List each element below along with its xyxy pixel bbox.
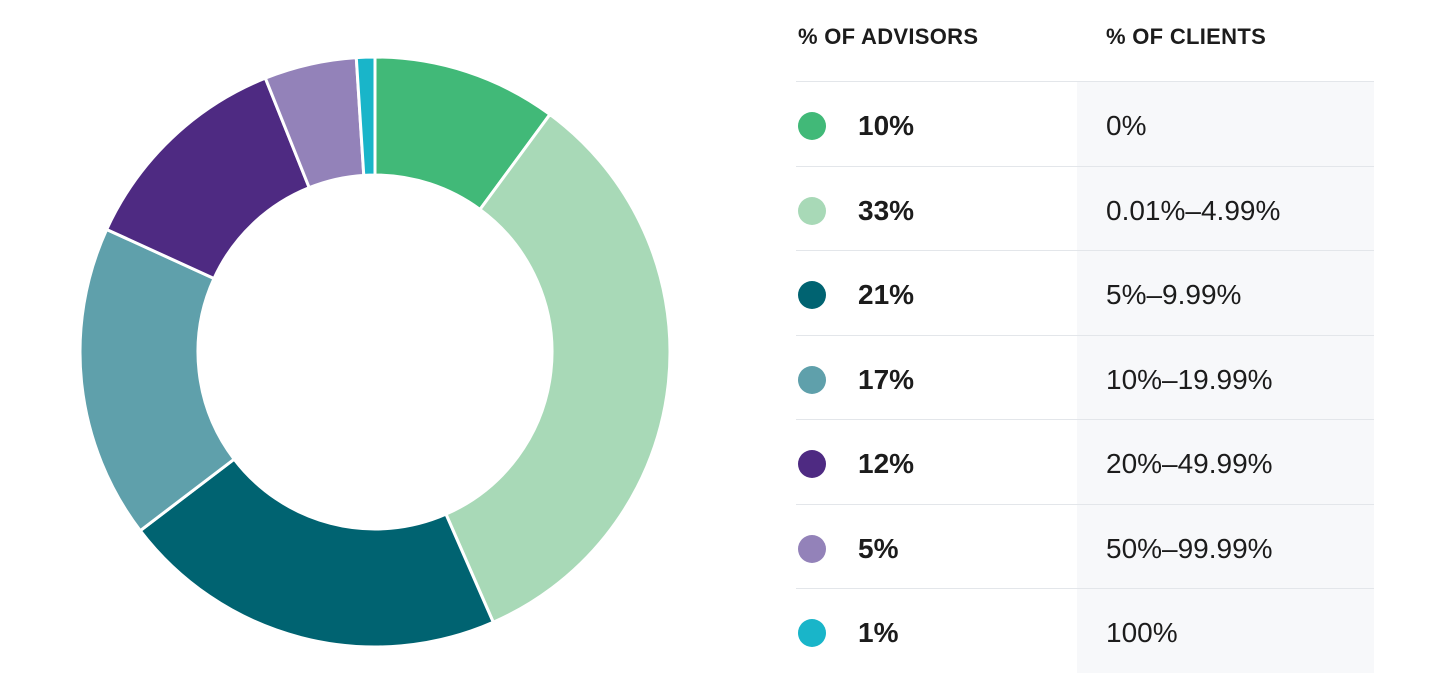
- legend-swatch: [798, 619, 826, 647]
- legend-swatch: [798, 196, 826, 225]
- clients-column-header: % OF CLIENTS: [1106, 24, 1267, 49]
- legend-row: 10% 0%: [796, 82, 1374, 167]
- advisors-percent: 5%: [858, 532, 899, 564]
- advisors-percent: 21%: [858, 279, 915, 310]
- advisors-column-header: % OF ADVISORS: [798, 24, 979, 49]
- legend-swatch: [798, 534, 826, 563]
- legend-row: 1% 100%: [796, 589, 1374, 674]
- advisors-percent: 10%: [858, 110, 915, 141]
- legend-row: 5% 50%–99.99%: [796, 505, 1374, 589]
- legend-swatch: [798, 365, 826, 394]
- clients-range: 100%: [1106, 617, 1178, 648]
- donut-slice: [444, 112, 672, 624]
- donut-slice: [354, 55, 377, 177]
- legend-swatch: [798, 112, 826, 140]
- clients-range: 0%: [1106, 110, 1147, 141]
- legend-row: 17% 10%–19.99%: [796, 336, 1374, 420]
- legend-row: 12% 20%–49.99%: [796, 420, 1374, 505]
- clients-range: 5%–9.99%: [1106, 279, 1242, 310]
- clients-range: 20%–49.99%: [1106, 448, 1273, 479]
- legend-row: 21% 5%–9.99%: [796, 251, 1374, 336]
- donut-slice: [138, 457, 495, 649]
- donut-chart: [78, 55, 672, 649]
- donut-slice: [78, 227, 236, 533]
- advisors-percent: 12%: [858, 448, 915, 479]
- legend-swatch: [798, 450, 826, 478]
- clients-range: 50%–99.99%: [1106, 532, 1273, 564]
- legend-row: 33% 0.01%–4.99%: [796, 167, 1374, 251]
- clients-range: 0.01%–4.99%: [1106, 194, 1281, 226]
- advisors-percent: 17%: [858, 363, 915, 395]
- legend-swatch: [798, 281, 826, 309]
- legend-table: % OF ADVISORS % OF CLIENTS 10% 0% 33% 0.…: [796, 0, 1374, 699]
- advisors-percent: 33%: [858, 194, 915, 226]
- clients-range: 10%–19.99%: [1106, 363, 1273, 395]
- legend-header: % OF ADVISORS % OF CLIENTS: [796, 0, 1374, 82]
- clients-column-shade: [1077, 82, 1374, 673]
- advisors-percent: 1%: [858, 617, 899, 648]
